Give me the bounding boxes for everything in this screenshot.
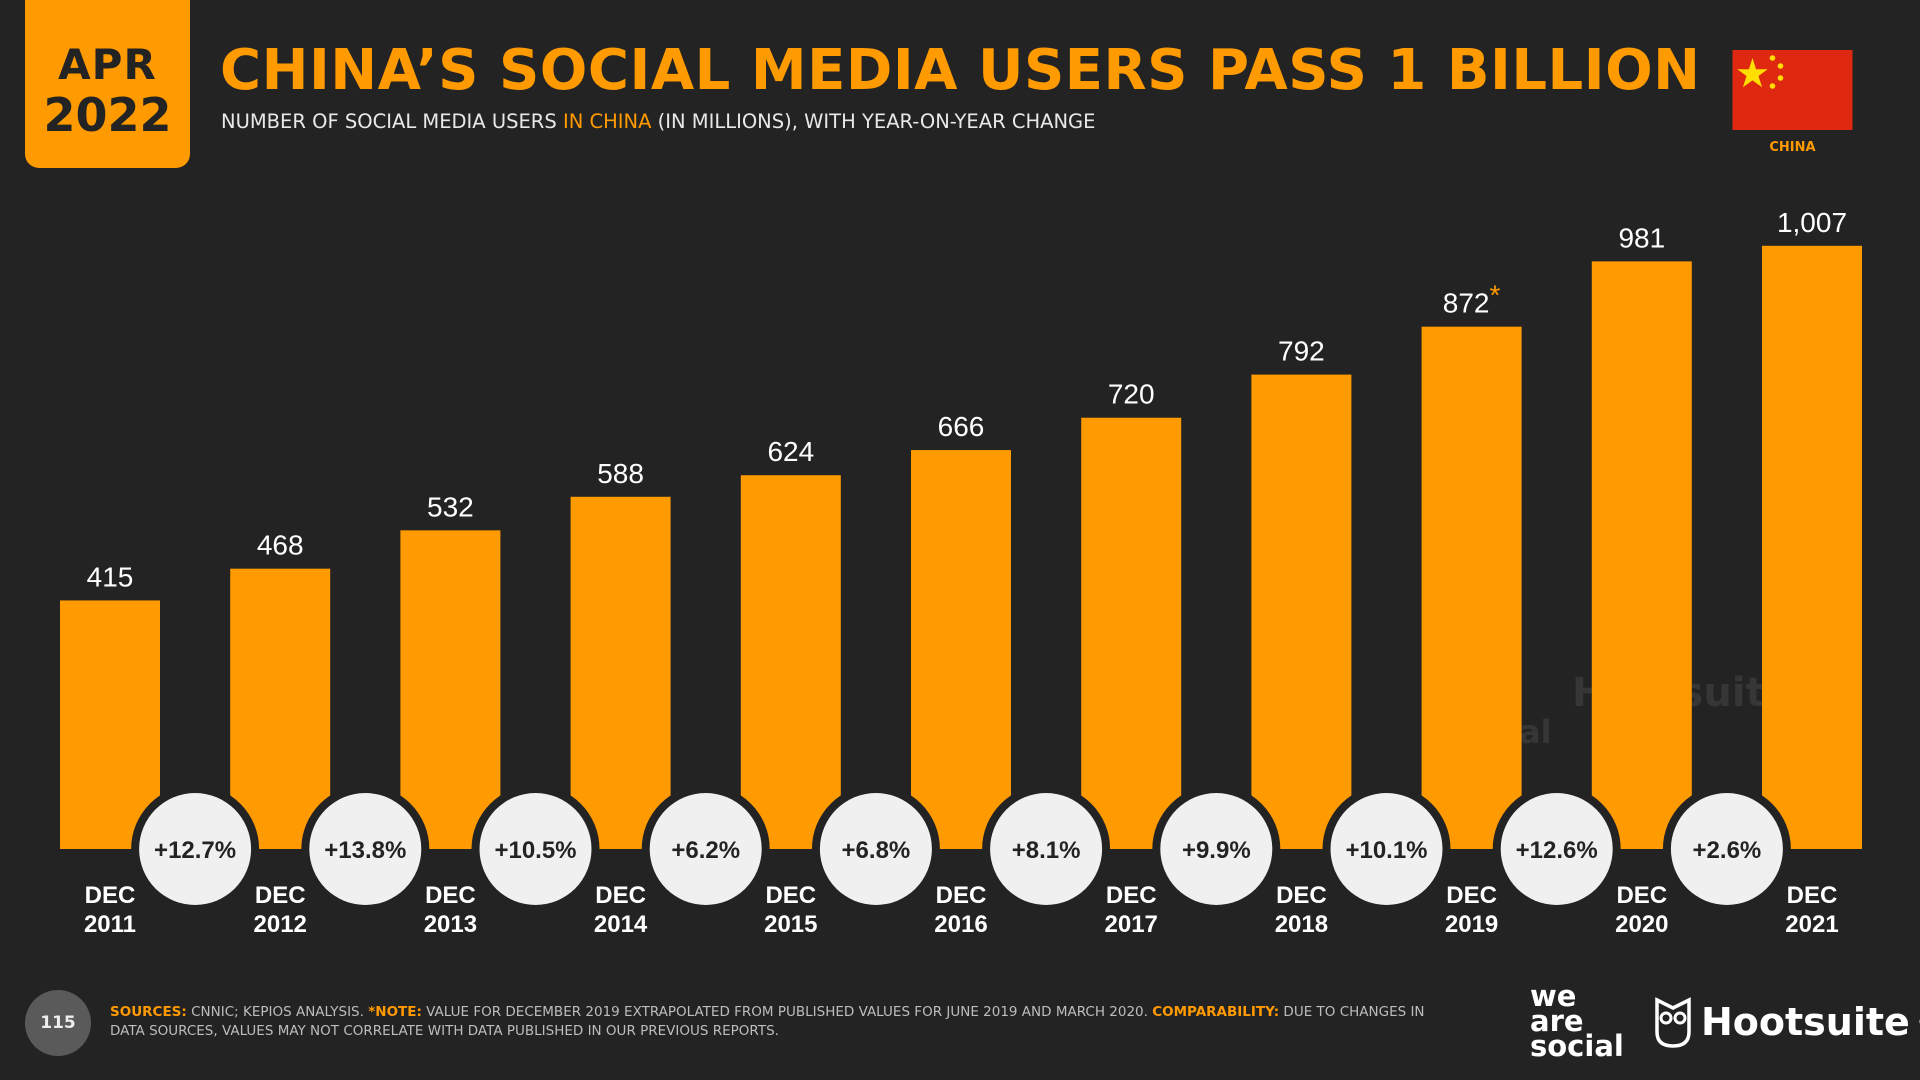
bar <box>911 450 1011 849</box>
x-tick-label-month: DEC <box>85 882 136 909</box>
x-tick-label-month: DEC <box>595 882 646 909</box>
bar-value-label: 624 <box>767 436 814 467</box>
yoy-bubble <box>309 793 422 905</box>
china-flag-icon <box>1732 50 1853 130</box>
date-tab: APR 2022 <box>25 0 190 168</box>
x-tick-label-year: 2021 <box>1785 911 1838 938</box>
sources-label: SOURCES: <box>110 1004 187 1020</box>
note-text: VALUE FOR DECEMBER 2019 EXTRAPOLATED FRO… <box>421 1004 1153 1020</box>
bar <box>1591 261 1692 850</box>
flag-small-star <box>1769 55 1776 61</box>
x-tick-label-month: DEC <box>1106 882 1157 909</box>
flag-label: CHINA <box>1769 140 1816 155</box>
x-tick-label-month: DEC <box>765 882 816 909</box>
x-tick-label-year: 2020 <box>1615 911 1668 938</box>
yoy-bubble <box>1500 793 1613 905</box>
yoy-change-label: +12.6% <box>1516 837 1598 864</box>
date-year: 2022 <box>43 88 172 142</box>
comparability-label: COMPARABILITY: <box>1152 1004 1280 1020</box>
yoy-change-label: +6.8% <box>842 837 911 864</box>
x-tick-label-month: DEC <box>1616 882 1667 909</box>
date-month: APR <box>58 40 157 89</box>
flag-big-star <box>1737 58 1768 88</box>
bar-value-label: 872* <box>1443 280 1501 319</box>
subtitle-post: (IN MILLIONS), WITH YEAR-ON-YEAR CHANGE <box>651 110 1096 133</box>
x-tick-label-year: 2014 <box>594 911 648 938</box>
yoy-bubble <box>479 793 592 905</box>
hootsuite-wordmark: Hootsuite <box>1701 1000 1910 1044</box>
x-tick-label-month: DEC <box>1787 882 1838 909</box>
sources-text: CNNIC; KEPIOS ANALYSIS. <box>186 1004 369 1020</box>
bar <box>230 568 331 849</box>
bar <box>1762 245 1862 849</box>
logo-word: are <box>1530 1004 1584 1038</box>
x-tick-label-month: DEC <box>1446 882 1497 909</box>
page-subtitle: NUMBER OF SOCIAL MEDIA USERS IN CHINA (I… <box>221 110 1095 133</box>
bar-value-label: 792 <box>1278 336 1325 367</box>
flag-small-star <box>1777 63 1784 69</box>
yoy-change-label: +9.9% <box>1182 837 1251 864</box>
bar <box>740 475 841 849</box>
bar-value-label: 415 <box>87 561 134 592</box>
bar-value-label: 666 <box>938 411 985 442</box>
bar <box>1251 374 1352 849</box>
yoy-change-label: +10.5% <box>494 837 576 864</box>
x-tick-label-year: 2015 <box>764 911 817 938</box>
yoy-change-label: +10.1% <box>1345 837 1427 864</box>
subtitle-highlight: IN CHINA <box>562 110 652 133</box>
flag-small-star <box>1769 83 1776 89</box>
x-tick-label-month: DEC <box>936 882 987 909</box>
registered-mark: ® <box>1918 1015 1920 1029</box>
bar-value-label: 468 <box>257 530 304 561</box>
yoy-bubble <box>1670 793 1783 905</box>
bar <box>570 496 671 849</box>
yoy-change-label: +6.2% <box>671 837 740 864</box>
bar <box>60 600 160 849</box>
x-tick-label-year: 2013 <box>424 911 477 938</box>
page-title: CHINA’S SOCIAL MEDIA USERS PASS 1 BILLIO… <box>220 38 1701 103</box>
bar-value-label: 720 <box>1108 379 1155 410</box>
flag-small-star <box>1777 75 1784 81</box>
comparability-text: DUE TO CHANGES IN DATA SOURCES, VALUES M… <box>110 1004 1425 1039</box>
owl-icon <box>1655 997 1691 1048</box>
x-tick-label-month: DEC <box>425 882 476 909</box>
subtitle-pre: NUMBER OF SOCIAL MEDIA USERS <box>221 110 563 133</box>
x-tick-label-month: DEC <box>1276 882 1327 909</box>
x-tick-label-year: 2012 <box>254 911 307 938</box>
x-tick-label-year: 2018 <box>1275 911 1328 938</box>
x-tick-label-year: 2016 <box>934 911 987 938</box>
hootsuite-logo: Hootsuite ® <box>1653 992 1920 1052</box>
yoy-bubble <box>819 793 932 905</box>
x-tick-label-year: 2019 <box>1445 911 1498 938</box>
yoy-change-label: +8.1% <box>1012 837 1081 864</box>
bar-value-label: 981 <box>1618 222 1665 253</box>
yoy-bubble <box>990 793 1103 905</box>
yoy-change-label: +13.8% <box>324 837 406 864</box>
note-asterisk: * <box>1490 280 1501 311</box>
yoy-bubble <box>1160 793 1273 905</box>
bar-value-label: 532 <box>427 491 474 522</box>
note-label: *NOTE: <box>368 1004 422 1020</box>
bar <box>1081 417 1182 849</box>
x-tick-label-month: DEC <box>255 882 306 909</box>
bar <box>400 530 501 849</box>
bar-value-label: 1,007 <box>1777 207 1847 238</box>
page-number-badge: 115 <box>25 990 91 1056</box>
logo-word: social <box>1530 1029 1624 1063</box>
x-tick-label-year: 2017 <box>1105 911 1158 938</box>
x-tick-label-year: 2011 <box>84 911 136 938</box>
bar-value-label: 588 <box>597 458 644 489</box>
we-are-social-logo: we are social <box>1530 979 1624 1063</box>
yoy-change-label: +2.6% <box>1693 837 1762 864</box>
yoy-bubble <box>649 793 762 905</box>
logo-word: we <box>1530 979 1577 1013</box>
yoy-bubble <box>139 793 252 905</box>
yoy-change-label: +12.7% <box>154 837 236 864</box>
bar <box>1421 326 1522 849</box>
yoy-bubble <box>1330 793 1443 905</box>
footnote: SOURCES: CNNIC; KEPIOS ANALYSIS. *NOTE: … <box>110 1003 1450 1041</box>
